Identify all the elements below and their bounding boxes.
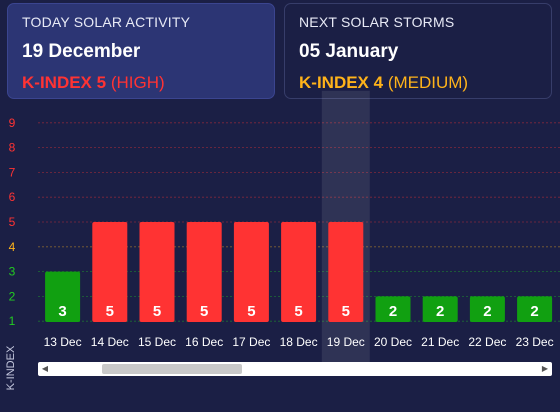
y-tick-label: 4: [9, 240, 16, 254]
today-k-index: K-INDEX 5 (HIGH): [22, 73, 260, 93]
today-k-label: K-INDEX 5: [22, 73, 107, 92]
x-tick-label: 20 Dec: [374, 335, 412, 349]
y-tick-label: 7: [9, 165, 16, 179]
bar: [517, 296, 553, 322]
bar-value-label: 5: [294, 303, 302, 320]
bar-value-label: 2: [389, 303, 397, 320]
bar: [139, 222, 175, 322]
x-tick-label: 22 Dec: [468, 335, 506, 349]
bar: [422, 296, 458, 322]
next-card-title: NEXT SOLAR STORMS: [299, 14, 455, 30]
y-tick-label: 9: [9, 116, 16, 130]
next-k-label: K-INDEX 4: [299, 73, 384, 92]
bar: [186, 222, 222, 322]
y-tick-label: 2: [9, 289, 16, 303]
bar-value-label: 3: [58, 303, 66, 320]
y-tick-label: 3: [9, 265, 16, 279]
bar: [45, 271, 81, 322]
bar-value-label: 2: [530, 303, 538, 320]
scroll-right-arrow-icon[interactable]: ▶: [541, 364, 549, 373]
next-storm-card: NEXT SOLAR STORMS 05 January K-INDEX 4 (…: [284, 3, 552, 99]
x-tick-label: 16 Dec: [185, 335, 223, 349]
y-tick-label: 6: [9, 190, 16, 204]
bar: [375, 296, 411, 322]
x-tick-label: 17 Dec: [232, 335, 270, 349]
y-tick-label: 1: [9, 314, 16, 328]
today-card-title: TODAY SOLAR ACTIVITY: [22, 14, 191, 30]
scrollbar-thumb[interactable]: [102, 364, 242, 374]
bar: [92, 222, 128, 322]
x-tick-label: 14 Dec: [91, 335, 129, 349]
bar-value-label: 2: [483, 303, 491, 320]
x-tick-label: 13 Dec: [44, 335, 82, 349]
bar-value-label: 5: [200, 303, 208, 320]
bar-value-label: 5: [106, 303, 114, 320]
bar: [233, 222, 269, 322]
today-k-level: (HIGH): [110, 73, 165, 92]
today-activity-card: TODAY SOLAR ACTIVITY 19 December K-INDEX…: [7, 3, 275, 99]
bar-value-label: 5: [153, 303, 161, 320]
x-tick-label: 18 Dec: [280, 335, 318, 349]
scroll-left-arrow-icon[interactable]: ◀: [41, 364, 49, 373]
x-tick-label: 15 Dec: [138, 335, 176, 349]
bar-value-label: 5: [342, 303, 350, 320]
y-axis-label: K-INDEX: [3, 328, 19, 408]
today-date: 19 December: [22, 41, 141, 62]
bar: [328, 222, 364, 322]
x-tick-label: 21 Dec: [421, 335, 459, 349]
bar-value-label: 5: [247, 303, 255, 320]
bar: [469, 296, 505, 322]
bar: [281, 222, 317, 322]
next-k-level: (MEDIUM): [387, 73, 469, 92]
bar-value-label: 2: [436, 303, 444, 320]
next-k-index: K-INDEX 4 (MEDIUM): [299, 73, 537, 93]
y-tick-label: 8: [9, 141, 16, 155]
x-tick-label: 19 Dec: [327, 335, 365, 349]
next-date: 05 January: [299, 41, 399, 62]
y-tick-label: 5: [9, 215, 16, 229]
x-tick-label: 23 Dec: [516, 335, 554, 349]
chart-horizontal-scrollbar[interactable]: ◀ ▶: [38, 362, 552, 376]
y-axis-label-text: K-INDEX: [5, 345, 17, 391]
